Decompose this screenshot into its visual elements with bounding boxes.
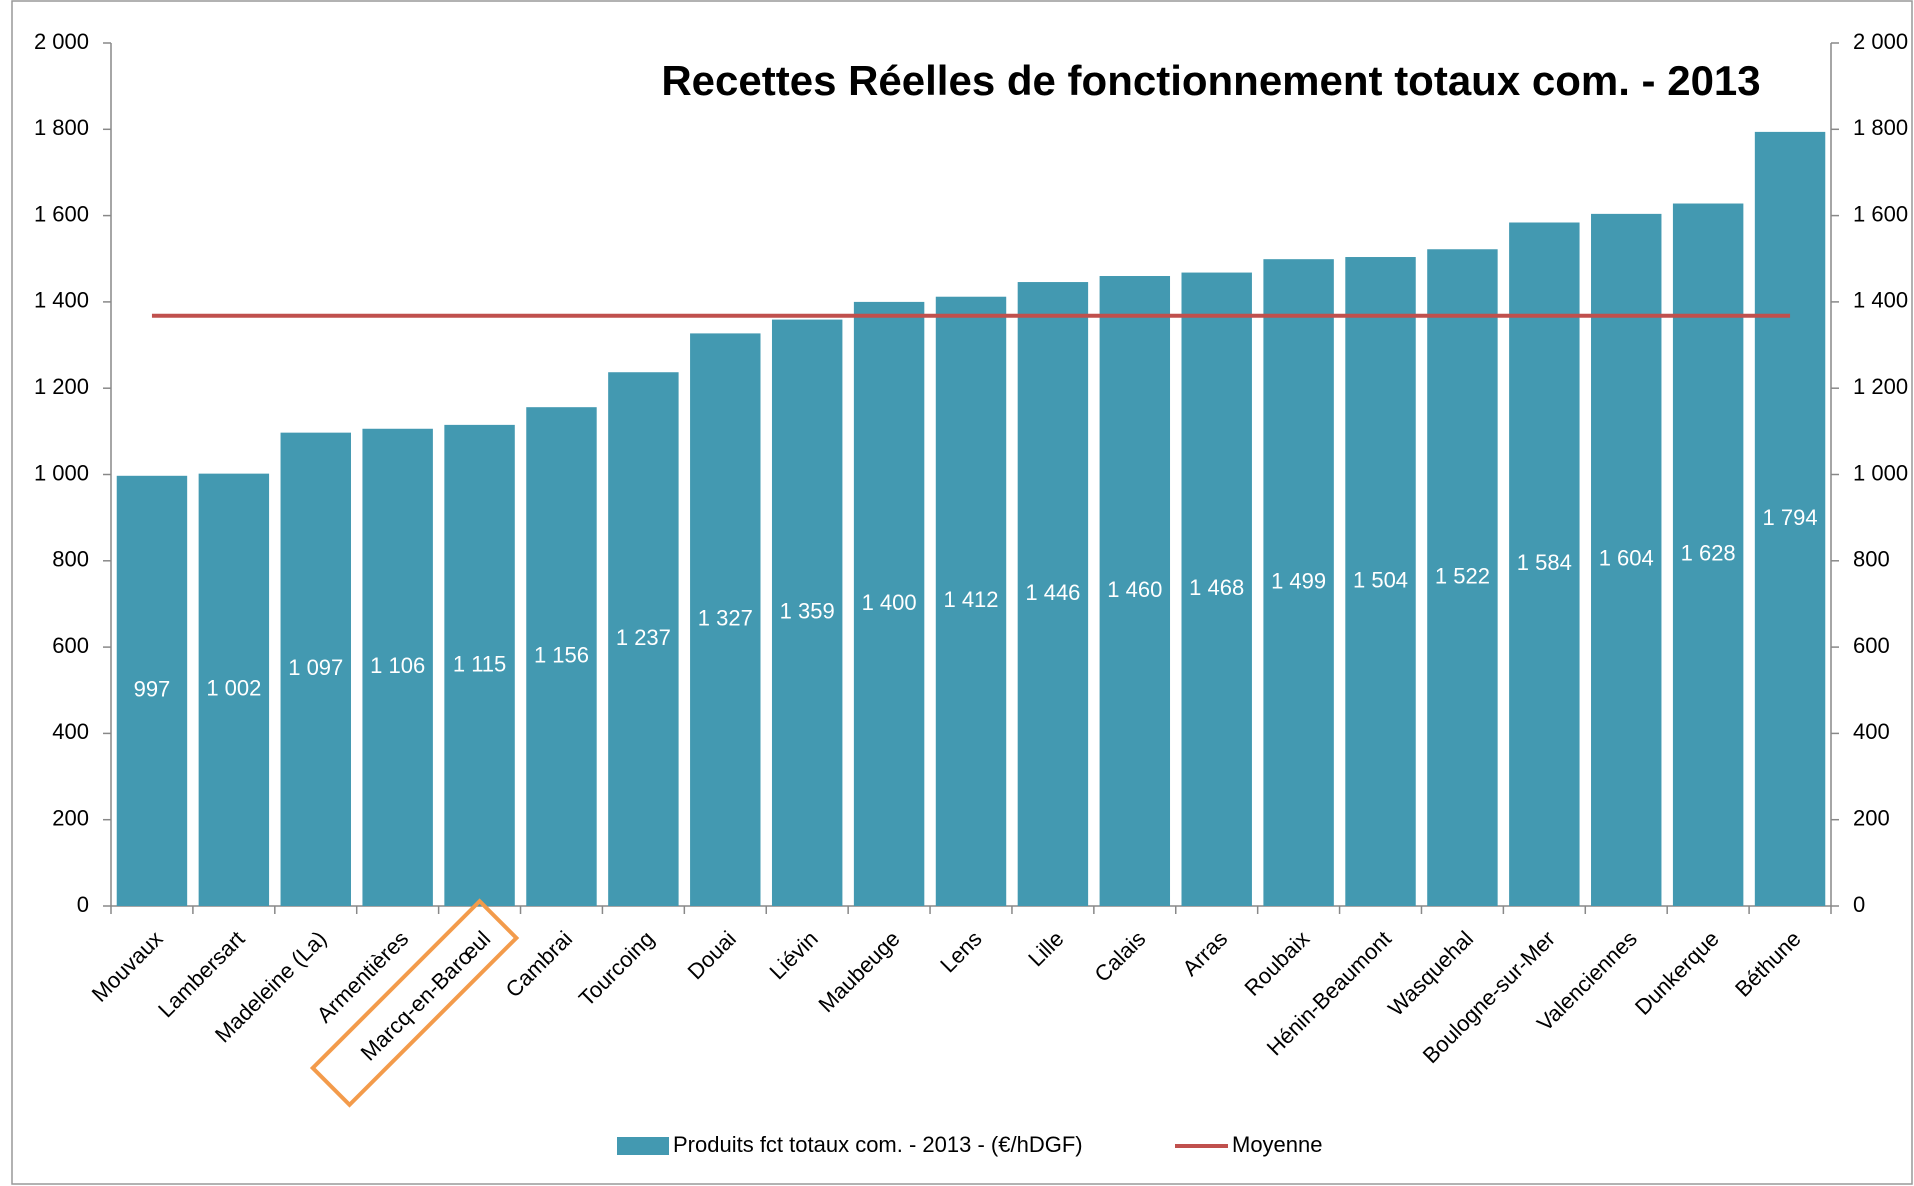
value-label: 1 400 bbox=[862, 590, 917, 615]
bar bbox=[1263, 259, 1334, 906]
legend-label: Produits fct totaux com. - 2013 - (€/hDG… bbox=[673, 1132, 1083, 1157]
bar bbox=[771, 319, 843, 906]
y2-tick-label: 600 bbox=[1853, 633, 1890, 658]
bar bbox=[608, 372, 679, 906]
y2-tick-label: 0 bbox=[1853, 892, 1865, 917]
value-label: 997 bbox=[134, 677, 171, 702]
value-label: 1 002 bbox=[206, 676, 261, 701]
value-label: 1 584 bbox=[1517, 550, 1572, 575]
y2-tick-label: 1 200 bbox=[1853, 374, 1908, 399]
bar bbox=[1181, 272, 1252, 907]
value-label: 1 794 bbox=[1763, 505, 1818, 530]
y2-tick-label: 800 bbox=[1853, 547, 1890, 572]
y-tick-label: 1 000 bbox=[34, 460, 89, 485]
y-tick-label: 2 000 bbox=[34, 29, 89, 54]
y-tick-label: 800 bbox=[52, 547, 89, 572]
bar bbox=[444, 424, 515, 906]
bar bbox=[116, 475, 188, 906]
value-label: 1 628 bbox=[1681, 541, 1736, 566]
bar bbox=[198, 473, 270, 906]
bar bbox=[1099, 276, 1171, 906]
bar bbox=[1591, 213, 1662, 906]
legend-swatch bbox=[617, 1137, 669, 1155]
y2-tick-label: 200 bbox=[1853, 806, 1890, 831]
bar bbox=[1427, 249, 1498, 906]
value-label: 1 237 bbox=[616, 625, 671, 650]
bar bbox=[853, 301, 925, 906]
y2-tick-label: 1 600 bbox=[1853, 201, 1908, 226]
chart-title: Recettes Réelles de fonctionnement totau… bbox=[661, 57, 1760, 104]
y-tick-label: 200 bbox=[52, 806, 89, 831]
bar bbox=[1345, 257, 1416, 906]
bar bbox=[362, 428, 433, 906]
value-label: 1 460 bbox=[1107, 577, 1162, 602]
value-label: 1 359 bbox=[780, 599, 835, 624]
value-label: 1 156 bbox=[534, 642, 589, 667]
y-tick-label: 400 bbox=[52, 719, 89, 744]
value-label: 1 327 bbox=[698, 606, 753, 631]
bar bbox=[1509, 222, 1580, 906]
value-label: 1 522 bbox=[1435, 563, 1490, 588]
value-label: 1 604 bbox=[1599, 546, 1654, 571]
y-tick-label: 0 bbox=[77, 892, 89, 917]
y-tick-label: 1 200 bbox=[34, 374, 89, 399]
y-tick-label: 1 800 bbox=[34, 115, 89, 140]
bar bbox=[280, 432, 351, 906]
legend-label: Moyenne bbox=[1232, 1132, 1323, 1157]
bar bbox=[526, 407, 597, 906]
value-label: 1 412 bbox=[943, 587, 998, 612]
bar bbox=[935, 296, 1007, 906]
bar bbox=[1672, 203, 1744, 906]
bar bbox=[690, 333, 761, 906]
value-label: 1 115 bbox=[453, 651, 506, 676]
value-label: 1 468 bbox=[1189, 575, 1244, 600]
bar bbox=[1017, 282, 1089, 906]
y-tick-label: 600 bbox=[52, 633, 89, 658]
value-label: 1 446 bbox=[1025, 580, 1080, 605]
value-label: 1 097 bbox=[288, 655, 343, 680]
y2-tick-label: 2 000 bbox=[1853, 29, 1908, 54]
y2-tick-label: 400 bbox=[1853, 719, 1890, 744]
highlight-box bbox=[309, 898, 520, 1108]
y-tick-label: 1 400 bbox=[34, 288, 89, 313]
y2-tick-label: 1 400 bbox=[1853, 288, 1908, 313]
y2-tick-label: 1 000 bbox=[1853, 460, 1908, 485]
value-label: 1 106 bbox=[370, 653, 425, 678]
y-tick-label: 1 600 bbox=[34, 201, 89, 226]
value-label: 1 504 bbox=[1353, 567, 1408, 592]
y2-tick-label: 1 800 bbox=[1853, 115, 1908, 140]
bar bbox=[1754, 131, 1826, 906]
value-label: 1 499 bbox=[1271, 568, 1326, 593]
